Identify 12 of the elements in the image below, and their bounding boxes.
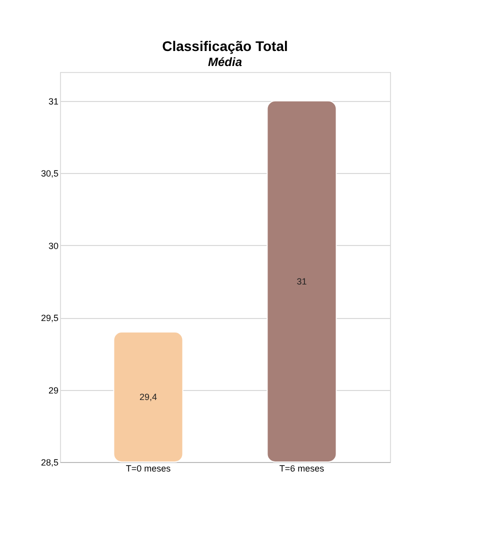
- x-tick-label: T=0 meses: [126, 464, 172, 474]
- data-label: 29,4: [139, 392, 158, 402]
- y-tick-label: 30: [48, 240, 58, 251]
- y-tick-label: 31: [48, 96, 58, 106]
- x-tick-label: T=6 meses: [279, 464, 325, 474]
- y-tick-label: 29: [48, 385, 58, 396]
- y-tick-label: 30,5: [40, 168, 58, 179]
- chart-title: Classificação Total: [162, 38, 288, 54]
- y-tick-label: 29,5: [40, 313, 58, 324]
- chart-subtitle: Média: [208, 55, 242, 69]
- y-tick-label: 28,5: [40, 458, 58, 468]
- data-label: 31: [296, 276, 307, 286]
